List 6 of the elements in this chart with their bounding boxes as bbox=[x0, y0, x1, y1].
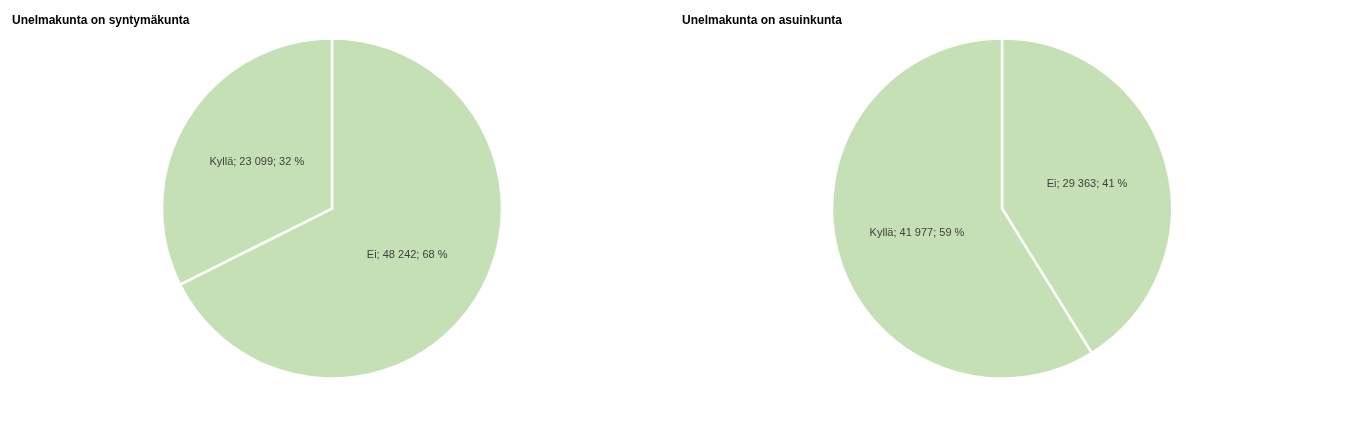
slice-label: Ei; 48 242; 68 % bbox=[366, 247, 448, 260]
slice-label: Kyllä; 23 099; 32 % bbox=[209, 155, 305, 168]
slice-label: Kyllä; 41 977; 59 % bbox=[869, 225, 965, 238]
chart-title: Unelmakunta on syntymäkunta bbox=[12, 13, 190, 27]
slice-label: Ei; 29 363; 41 % bbox=[1046, 177, 1128, 190]
chart-title: Unelmakunta on asuinkunta bbox=[682, 13, 843, 27]
